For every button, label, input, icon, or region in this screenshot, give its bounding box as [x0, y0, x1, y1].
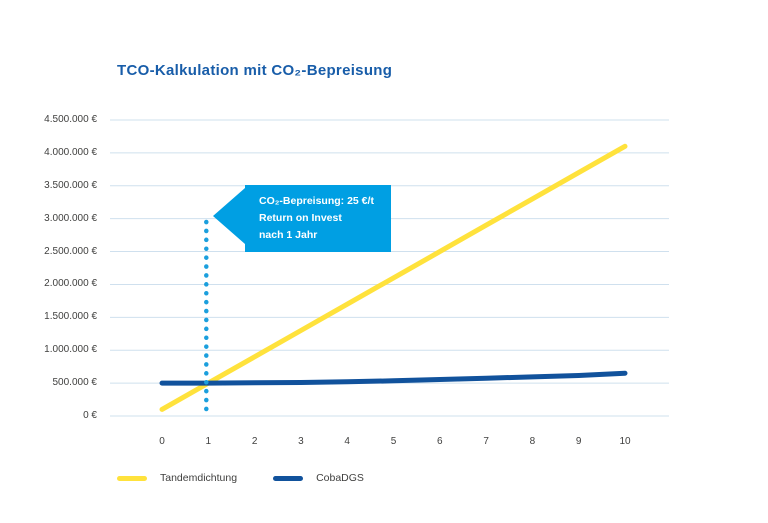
- y-tick-label: 2.000.000 €: [44, 278, 97, 290]
- y-tick-label: 3.500.000 €: [44, 179, 97, 191]
- annotation-callout: CO₂-Bepreisung: 25 €/t Return on Invest …: [213, 185, 391, 252]
- legend-item-cobadgs: CobaDGS: [273, 472, 364, 484]
- series-line-tandemdichtung: [159, 143, 628, 412]
- annotation-line-1: CO₂-Bepreisung: 25 €/t: [259, 195, 374, 207]
- y-tick-label: 1.500.000 €: [44, 311, 97, 323]
- annotation-line-3: nach 1 Jahr: [259, 229, 318, 241]
- legend-swatch-blue: [273, 475, 304, 481]
- chart-title: TCO-Kalkulation mit CO₂-Bepreisung: [117, 62, 393, 79]
- x-tick-label: 4: [344, 436, 350, 447]
- y-tick-label: 4.500.000 €: [44, 114, 97, 125]
- annotation-line-2: Return on Invest: [259, 212, 342, 224]
- y-tick-label: 2.500.000 €: [44, 245, 97, 257]
- x-tick-label: 3: [298, 436, 304, 447]
- x-tick-label: 10: [619, 436, 631, 447]
- x-tick-label: 8: [529, 436, 536, 447]
- chart-legend: Tandemdichtung CobaDGS: [117, 472, 364, 484]
- legend-swatch-yellow: [117, 475, 147, 481]
- y-tick-label: 3.000.000 €: [44, 212, 97, 224]
- x-tick-label: 7: [483, 436, 489, 447]
- series-line-cobadgs: [159, 370, 628, 386]
- y-tick-label: 0 €: [83, 410, 97, 421]
- x-tick-label: 6: [437, 436, 443, 447]
- x-tick-label: 0: [159, 436, 165, 447]
- legend-item-tandemdichtung: Tandemdichtung: [117, 472, 237, 484]
- x-tick-label: 5: [390, 436, 397, 447]
- y-tick-label: 500.000 €: [52, 377, 98, 389]
- y-tick-label: 1.000.000 €: [44, 344, 97, 356]
- x-tick-label: 1: [205, 436, 212, 447]
- y-tick-label: 4.000.000 €: [44, 146, 97, 158]
- legend-label-cobadgs: CobaDGS: [316, 472, 364, 484]
- legend-label-tandemdichtung: Tandemdichtung: [160, 472, 238, 484]
- x-tick-label: 2: [251, 436, 258, 447]
- x-tick-label: 9: [575, 436, 582, 447]
